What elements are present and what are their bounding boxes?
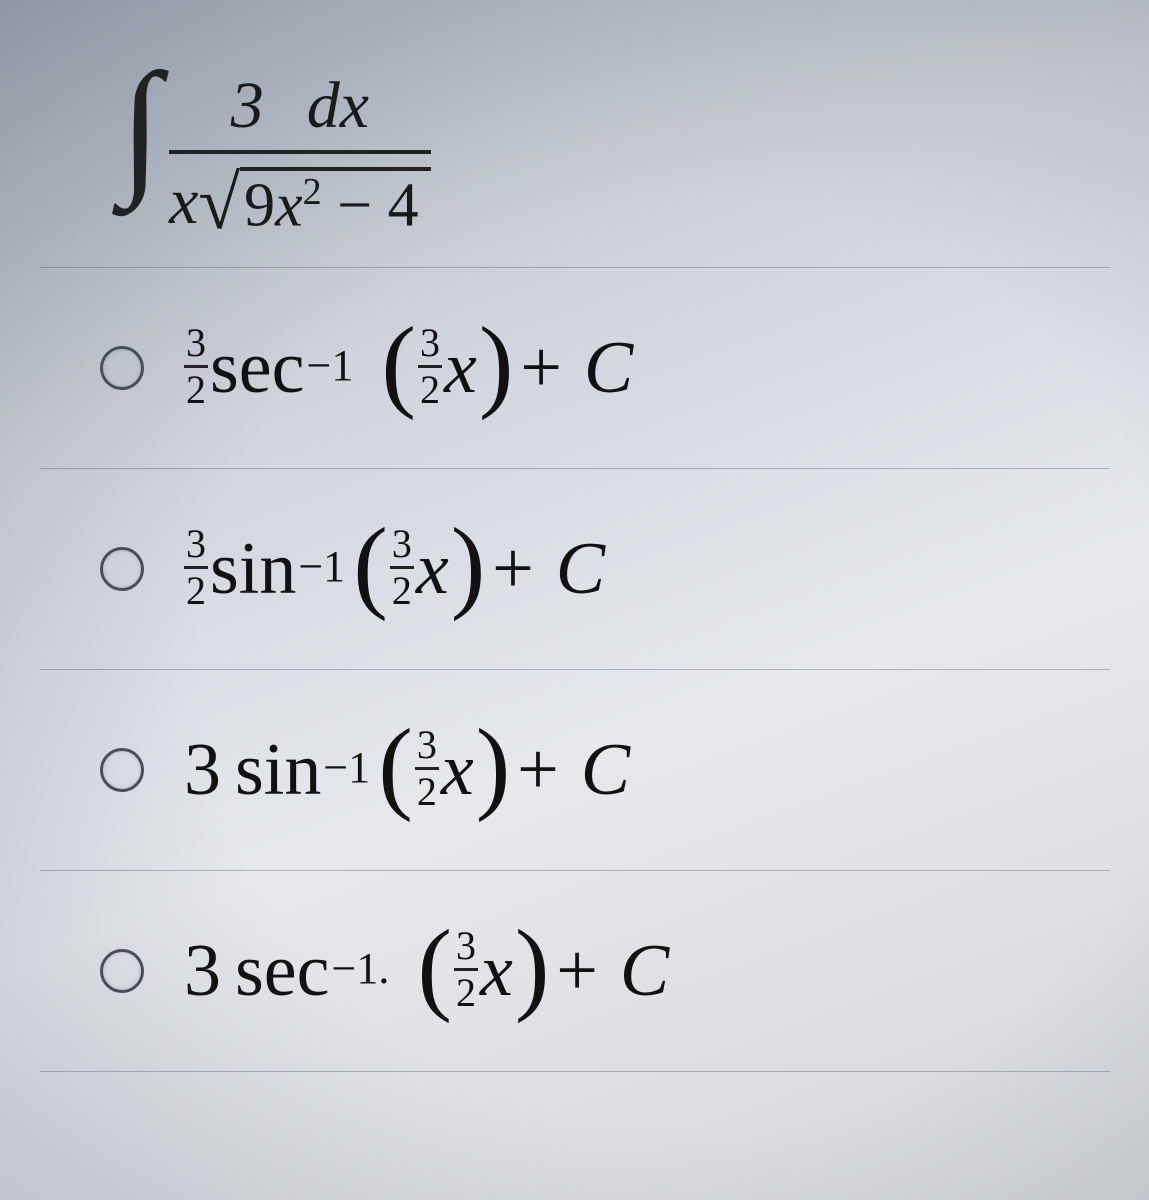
radio-option-3[interactable]	[100, 748, 144, 792]
option-1-exp: −1	[307, 344, 354, 388]
option-2-tail: + C	[487, 532, 605, 606]
paren-left: (	[381, 312, 416, 416]
radicand-var: x	[275, 171, 303, 239]
question-stem: ∫ 3 dx x √ 9x2 − 4	[40, 20, 1110, 267]
option-1-func: sec	[210, 331, 305, 405]
integral-symbol: ∫	[120, 40, 161, 212]
leading-num: 3	[184, 524, 208, 564]
arg-num: 3	[418, 323, 442, 363]
paren-right: )	[476, 714, 511, 818]
denominator-x: x	[169, 164, 198, 240]
option-row-2[interactable]: 3 2 sin−1 ( 3 2 x ) + C	[40, 469, 1110, 670]
radicand-minus-term: − 4	[322, 171, 419, 239]
arg-den: 2	[390, 571, 414, 611]
paren-left: (	[378, 714, 413, 818]
option-2-func: sin	[210, 532, 296, 606]
options-list: 3 2 sec−1 ( 3 2 x ) + C	[40, 267, 1110, 1072]
option-3-arg-fraction: 3 2	[415, 725, 439, 812]
option-3-leading-scalar: 3	[184, 733, 221, 807]
leading-den: 2	[184, 370, 208, 410]
option-4-func: sec	[235, 934, 330, 1008]
integrand-numerator: 3 dx	[201, 68, 399, 150]
option-2-math: 3 2 sin−1 ( 3 2 x ) + C	[184, 517, 605, 621]
square-root: √ 9x2 − 4	[198, 158, 430, 245]
radio-option-2[interactable]	[100, 547, 144, 591]
paren-right: )	[451, 513, 486, 617]
paren-left: (	[417, 915, 452, 1019]
leading-num: 3	[184, 323, 208, 363]
arg-num: 3	[454, 926, 478, 966]
option-2-arg-fraction: 3 2	[390, 524, 414, 611]
option-row-3[interactable]: 3 sin−1 ( 3 2 x ) + C	[40, 670, 1110, 871]
radio-option-1[interactable]	[100, 346, 144, 390]
option-3-tail: + C	[512, 733, 630, 807]
radicand-coef: 9	[244, 171, 275, 239]
option-1-math: 3 2 sec−1 ( 3 2 x ) + C	[184, 316, 633, 420]
option-1-tail: + C	[515, 331, 633, 405]
option-4-tail: + C	[551, 934, 669, 1008]
radicand-exponent: 2	[303, 171, 322, 213]
arg-num: 3	[415, 725, 439, 765]
option-row-1[interactable]: 3 2 sec−1 ( 3 2 x ) + C	[40, 268, 1110, 469]
arg-den: 2	[418, 370, 442, 410]
option-4-arg-var: x	[480, 934, 513, 1008]
integrand-fraction: 3 dx x √ 9x2 − 4	[169, 68, 431, 245]
option-4-exp: −1.	[332, 947, 390, 991]
option-2-leading-fraction: 3 2	[184, 524, 208, 611]
option-1-arg-var: x	[444, 331, 477, 405]
integrand-denominator: x √ 9x2 − 4	[169, 154, 431, 245]
arg-den: 2	[454, 973, 478, 1013]
paren-right: )	[479, 312, 514, 416]
option-row-4[interactable]: 3 sec−1. ( 3 2 x ) + C	[40, 871, 1110, 1072]
arg-den: 2	[415, 772, 439, 812]
radio-option-4[interactable]	[100, 949, 144, 993]
option-4-leading-scalar: 3	[184, 934, 221, 1008]
numerator-coef: 3	[231, 69, 264, 142]
leading-den: 2	[184, 571, 208, 611]
option-2-exp: −1	[298, 545, 345, 589]
arg-num: 3	[390, 524, 414, 564]
option-3-math: 3 sin−1 ( 3 2 x ) + C	[184, 718, 630, 822]
option-1-leading-fraction: 3 2	[184, 323, 208, 410]
paren-left: (	[353, 513, 388, 617]
option-3-exp: −1	[323, 746, 370, 790]
radicand: 9x2 − 4	[240, 167, 431, 237]
option-4-math: 3 sec−1. ( 3 2 x ) + C	[184, 919, 669, 1023]
numerator-differential: dx	[307, 69, 369, 142]
paren-right: )	[515, 915, 550, 1019]
radical-symbol: √	[198, 160, 240, 247]
integral-expression: ∫ 3 dx x √ 9x2 − 4	[120, 50, 431, 227]
option-3-func: sin	[235, 733, 321, 807]
option-2-arg-var: x	[416, 532, 449, 606]
option-4-arg-fraction: 3 2	[454, 926, 478, 1013]
option-1-arg-fraction: 3 2	[418, 323, 442, 410]
option-3-arg-var: x	[441, 733, 474, 807]
